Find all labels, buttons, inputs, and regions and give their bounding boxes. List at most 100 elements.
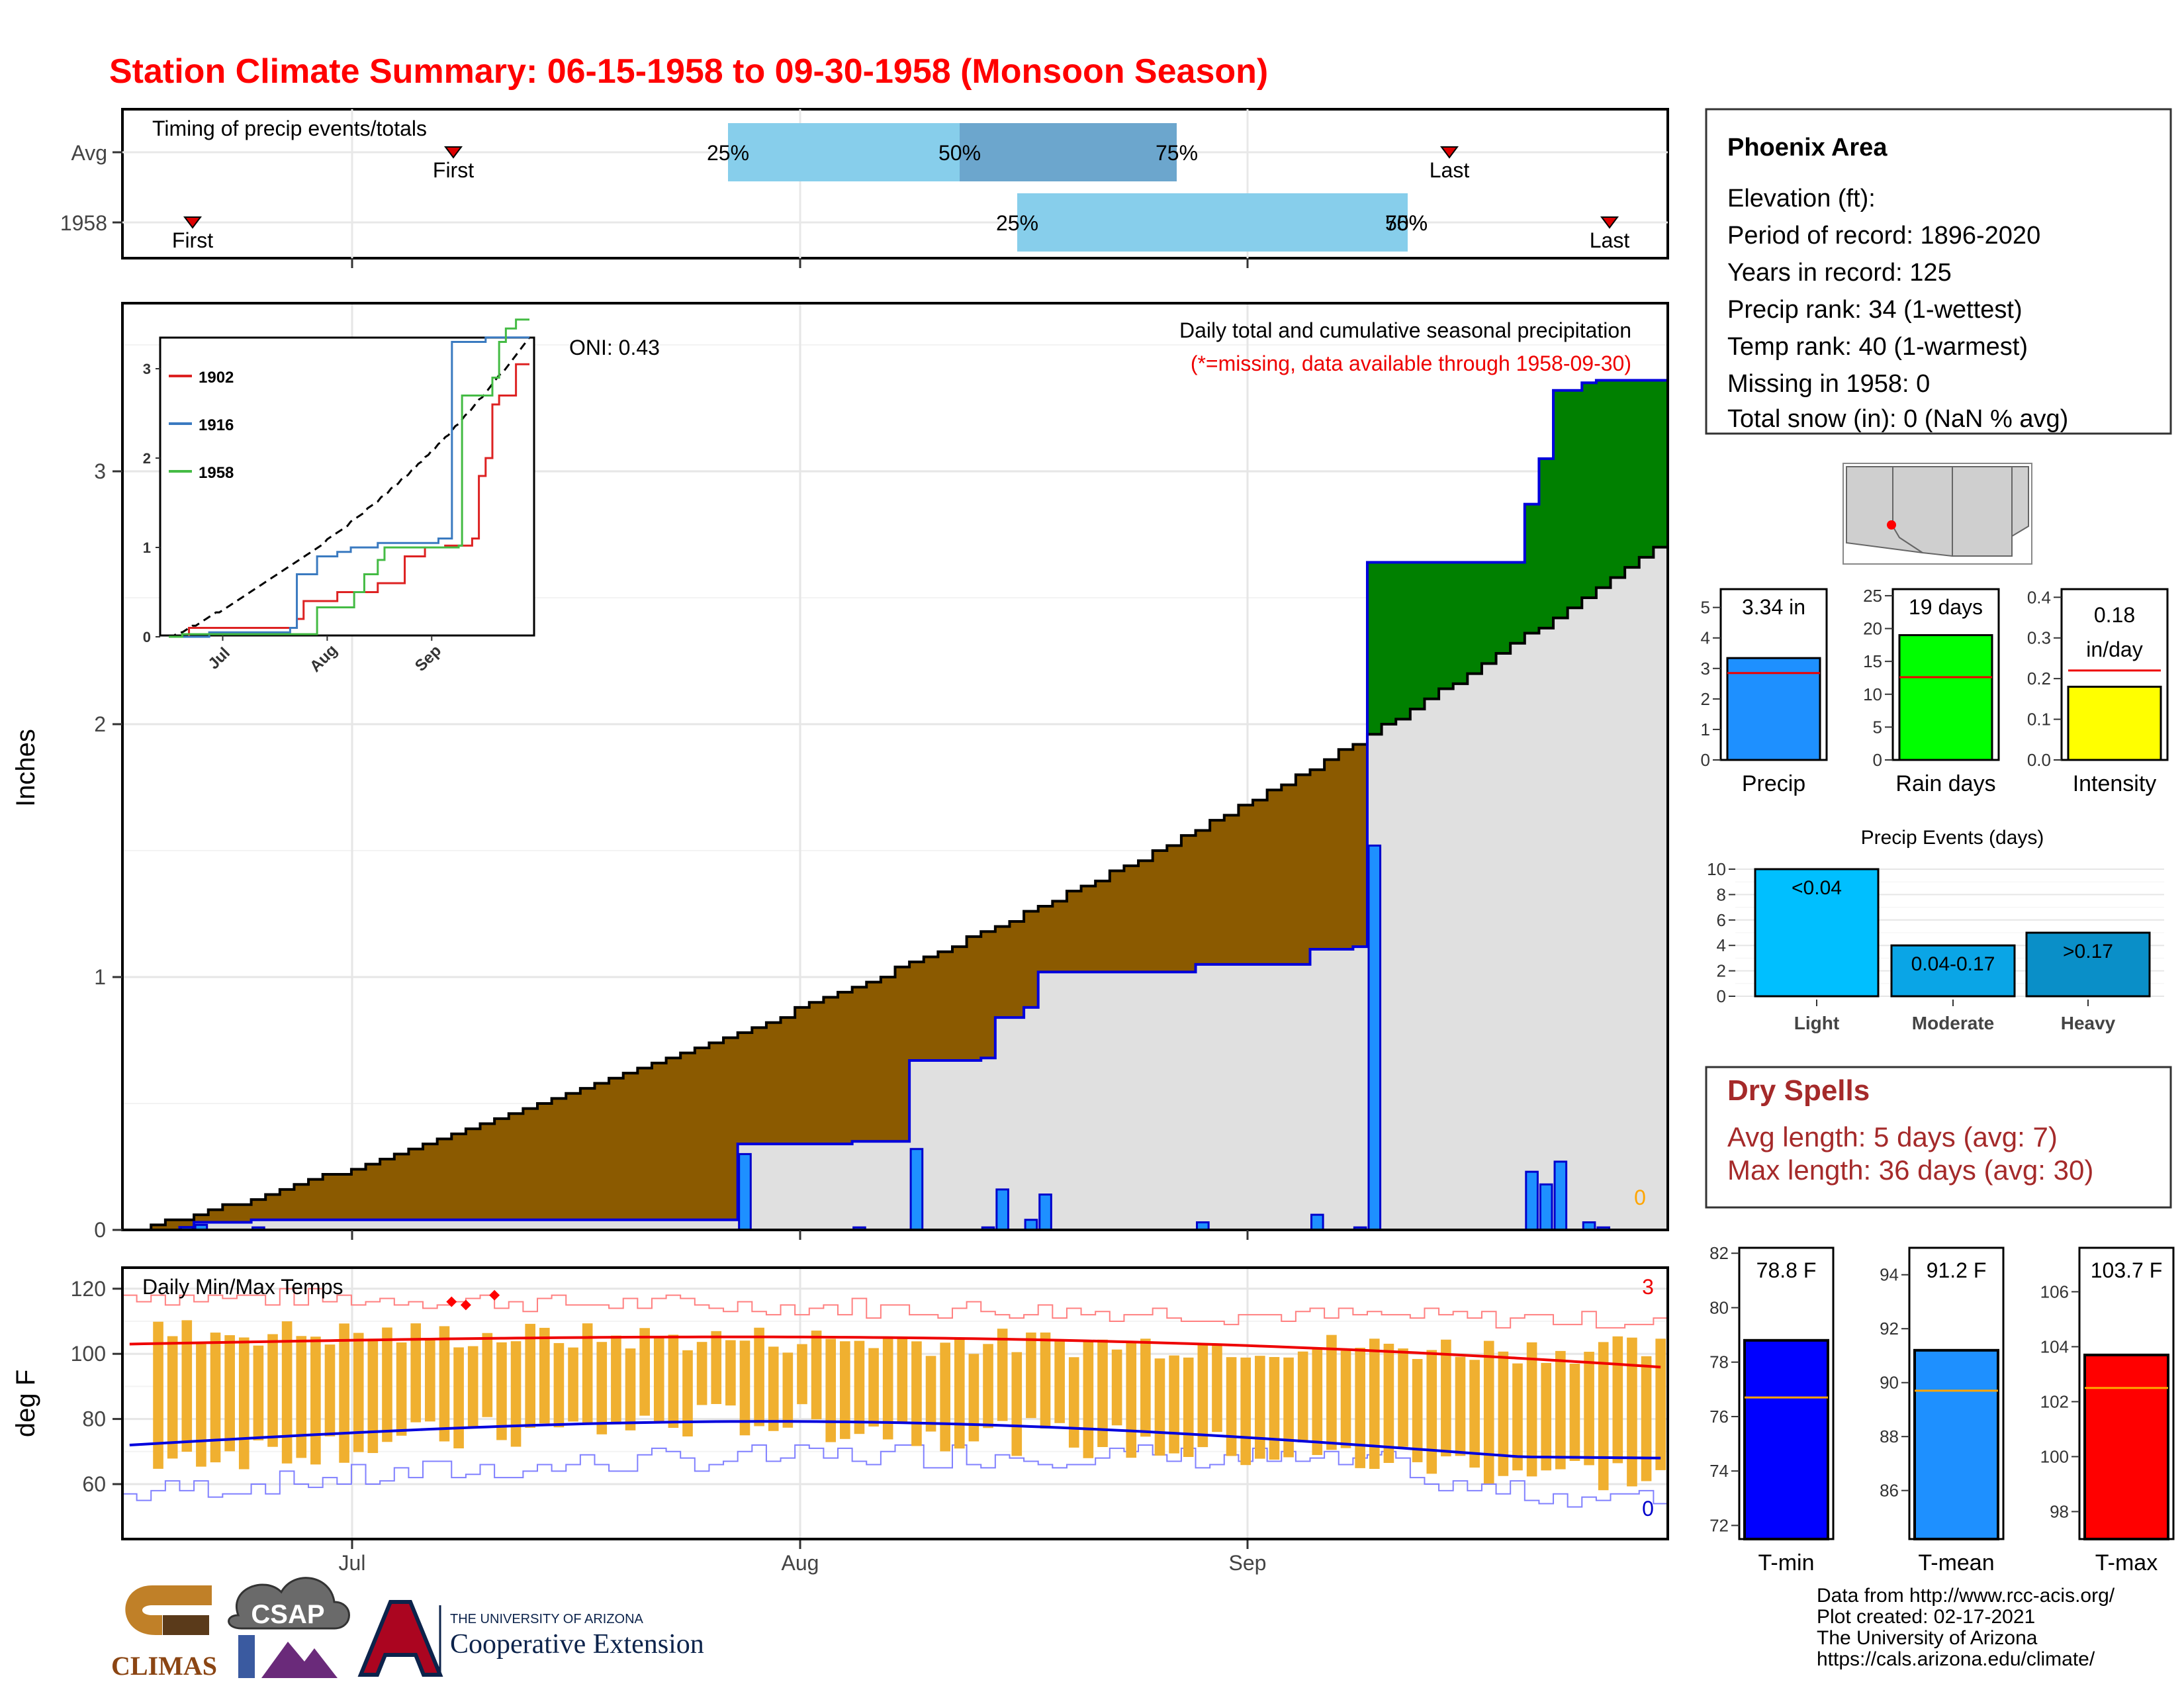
temp-bar-ytick-label: 94 (1880, 1265, 1899, 1285)
daily-temp-range-bar (1297, 1351, 1308, 1442)
daily-temp-range-bar (1498, 1351, 1509, 1476)
stat-bar-ytick-label: 2 (1701, 689, 1710, 709)
station-line-precip-rank: Precip rank: 34 (1-wettest) (1727, 296, 2023, 324)
yr-last-marker (1600, 216, 1619, 229)
daily-temp-range-bar (1183, 1357, 1194, 1457)
temp-bar-ytick-label: 80 (1709, 1297, 1729, 1317)
daily-temp-range-bar (425, 1338, 435, 1422)
stat-bar-rain-days: 0 5 10 15 20 25 19 days Rain days (1863, 586, 2000, 796)
ua-line-2: Cooperative Extension (450, 1629, 704, 1660)
timing-panel: Timing of precip events/totals Avg 1958 … (60, 108, 1669, 268)
temp-bar-ytick-label: 88 (1880, 1427, 1899, 1446)
stat-bar-ytick-label: 5 (1701, 598, 1710, 618)
avg-p75-label: 75% (1156, 141, 1198, 165)
temp-bar-ytick-label: 86 (1880, 1481, 1899, 1501)
footer-line-2: Plot created: 02-17-2021 (1817, 1606, 2035, 1628)
daily-temp-range-bar (954, 1338, 965, 1449)
daily-temp-range-bar (1383, 1343, 1394, 1463)
daily-precip-bar (1553, 1160, 1568, 1231)
daily-temp-range-bar (453, 1347, 464, 1449)
precip-frame (121, 302, 1669, 1231)
daily-temp-range-bar (510, 1341, 522, 1447)
temp-stat-bars: 72 74 76 78 80 82 78.8 F T-min 86 88 90 92 94 91.2 F T… (1709, 1243, 2175, 1575)
daily-temp-range-bar (1255, 1356, 1265, 1459)
missing-count: 0 (1634, 1186, 1646, 1209)
daily-precip-bar (1024, 1219, 1038, 1231)
avg-p25-label: 25% (707, 141, 749, 165)
events-bar-label: 0.04-0.17 (1911, 953, 1995, 975)
stat-bar-ytick-label: 0.2 (2027, 669, 2051, 688)
daily-temp-range-bar (1584, 1352, 1594, 1466)
csap-wordmark: CSAP (251, 1600, 324, 1629)
daily-temp-range-bar (1026, 1333, 1036, 1419)
temp-bar-ytick-label: 102 (2040, 1391, 2069, 1411)
stat-bar-ytick-label: 0 (1701, 750, 1710, 770)
daily-temp-range-bar (768, 1346, 779, 1431)
daily-temp-range-bar (353, 1333, 364, 1452)
climas-wordmark: CLIMAS (111, 1651, 217, 1681)
daily-precip-bar (1539, 1183, 1553, 1231)
precip-ytick-label: 1 (94, 965, 106, 989)
daily-temp-range-bar (367, 1338, 379, 1454)
daily-temp-range-bar (1526, 1342, 1537, 1477)
temp-bar-fill (1913, 1348, 1999, 1540)
temp-bar-value: 103.7 F (2091, 1258, 2163, 1282)
temp-bar-value: 91.2 F (1927, 1258, 1987, 1282)
daily-temp-range-bar (1040, 1332, 1051, 1429)
daily-temp-range-bar (1083, 1340, 1094, 1458)
daily-temp-range-bar (267, 1334, 278, 1447)
daily-temp-range-bar (1283, 1357, 1294, 1458)
precip-ytick-label: 0 (94, 1218, 106, 1242)
daily-temp-range-bar (1612, 1336, 1623, 1464)
figure-title: Station Climate Summary: 06-15-1958 to 0… (109, 52, 1268, 91)
daily-temp-range-bar (1269, 1356, 1280, 1460)
station-line-period: Period of record: 1896-2020 (1727, 222, 2040, 250)
precip-events-chart: Precip Events (days) 0 2 4 6 8 10 <0.04 Light 0.… (1707, 827, 2164, 1033)
daily-temp-range-bar (1054, 1340, 1065, 1423)
inset-ytick-label: 2 (143, 450, 151, 467)
stat-bar-value: 19 days (1909, 595, 1983, 619)
daily-precip-bar (995, 1188, 1009, 1231)
temp-bar-ytick-label: 98 (2050, 1501, 2069, 1521)
dry-spells-max: Max length: 36 days (avg: 30) (1727, 1154, 2093, 1186)
daily-temp-range-bar (854, 1340, 865, 1434)
daily-temp-range-bar (568, 1347, 578, 1422)
station-line-elev: Elevation (ft): (1727, 185, 1876, 212)
daily-precip-bar (1038, 1194, 1052, 1231)
daily-temp-range-bar (882, 1338, 893, 1440)
footer-line-1: Data from http://www.rcc-acis.org/ (1817, 1585, 2115, 1607)
daily-temp-range-bar (997, 1329, 1008, 1421)
daily-temp-range-bar (1068, 1357, 1079, 1448)
stat-bar-value: 0.18 (2094, 603, 2135, 627)
avg-iqr-low (728, 123, 960, 181)
stat-bar-ytick-label: 0.1 (2027, 710, 2051, 729)
daily-temp-range-bar (1598, 1342, 1609, 1491)
avg-last-marker (1440, 146, 1459, 159)
temp-bar-ytick-label: 74 (1709, 1461, 1729, 1481)
daily-temp-range-bar (840, 1341, 850, 1439)
daily-temp-range-bar (482, 1333, 493, 1417)
daily-temp-range-bar (825, 1338, 837, 1442)
events-ytick-label: 2 (1717, 961, 1726, 981)
dry-spells-box: Dry Spells Avg length: 5 days (avg: 7) M… (1705, 1066, 2172, 1209)
events-title: Precip Events (days) (1861, 827, 2044, 849)
daily-temp-range-bar (153, 1321, 163, 1469)
temp-bar-ytick-label: 82 (1709, 1243, 1729, 1263)
daily-temp-range-bar (1154, 1358, 1165, 1456)
daily-temp-range-bar (639, 1328, 650, 1416)
stat-bar-ytick-label: 10 (1863, 684, 1882, 704)
daily-temp-range-bar (868, 1348, 879, 1427)
temp-bar-t-mean: 86 88 90 92 94 91.2 F T-mean (1880, 1246, 2005, 1575)
inset-legend-1958: 1958 (199, 464, 234, 482)
daily-temp-range-bar (439, 1326, 450, 1442)
daily-temp-range-bar (525, 1323, 535, 1428)
daily-temp-range-bar (310, 1336, 321, 1465)
stat-bar-ytick-label: 0.3 (2027, 628, 2051, 648)
temp-bar-label: T-min (1758, 1550, 1815, 1575)
daily-temp-range-bar (196, 1344, 206, 1467)
daily-temp-range-bar (682, 1350, 693, 1437)
avg-first-label: First (433, 158, 474, 182)
daily-temp-range-bar (940, 1342, 950, 1452)
temp-bar-ytick-label: 106 (2040, 1282, 2069, 1301)
